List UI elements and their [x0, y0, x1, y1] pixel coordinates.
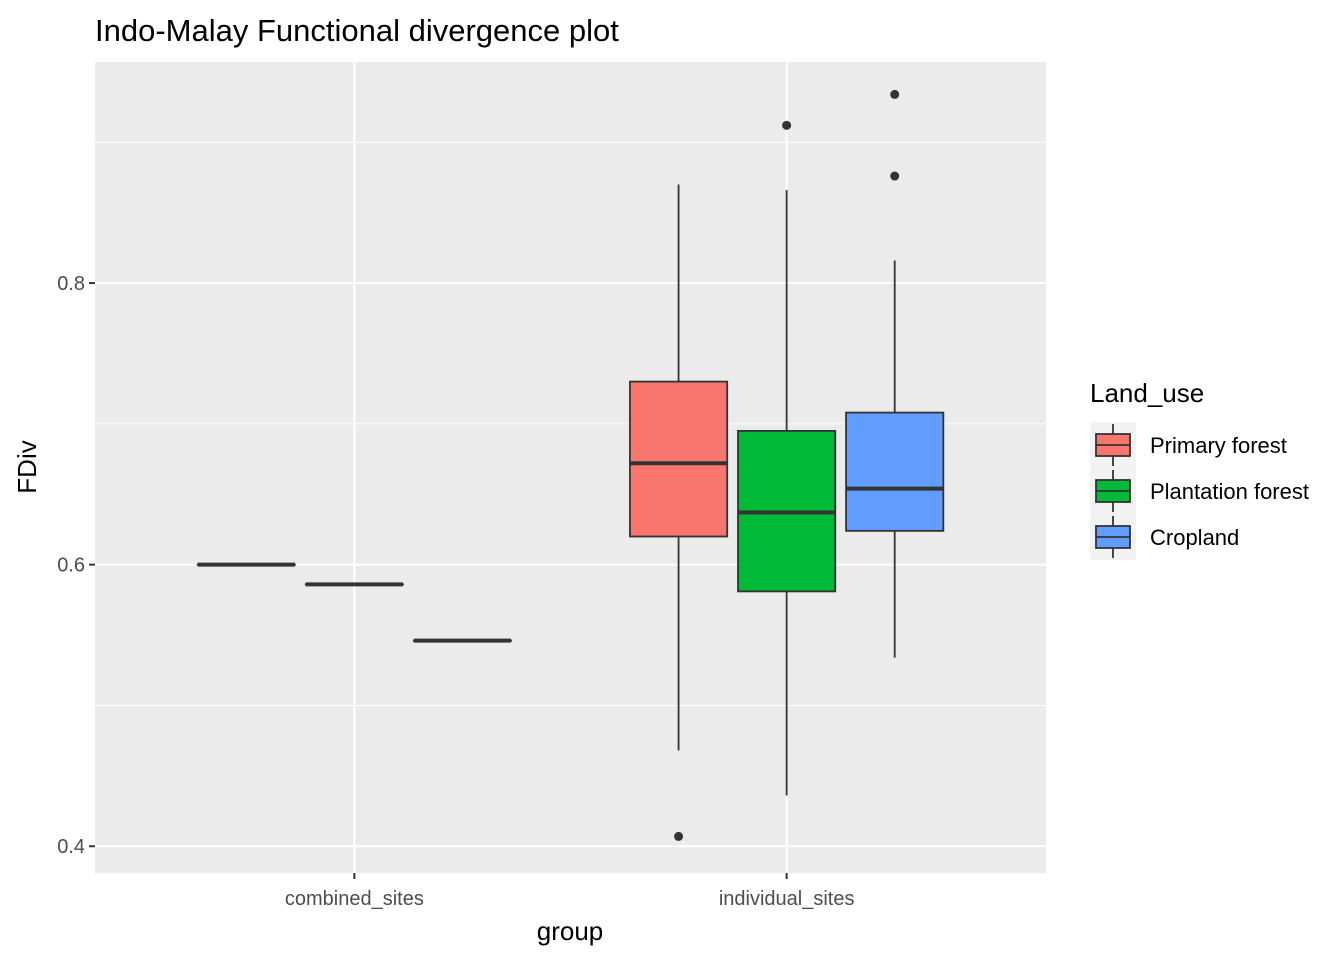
box-plantation-forest-individual_sites — [737, 120, 837, 796]
x-axis: combined_sites individual_sites — [285, 873, 855, 910]
y-axis-title: FDiv — [12, 440, 42, 493]
legend-label: Plantation forest — [1150, 479, 1309, 504]
y-tick-label: 0.4 — [57, 836, 85, 858]
chart-title: Indo-Malay Functional divergence plot — [95, 13, 619, 48]
box-body — [845, 411, 945, 532]
outlier-point — [782, 120, 792, 130]
outlier-point — [674, 831, 684, 841]
outlier-point — [890, 171, 900, 181]
y-tick-label: 0.6 — [57, 555, 85, 577]
outlier-point — [890, 89, 900, 99]
x-tick-label: individual_sites — [719, 888, 855, 910]
legend-label: Primary forest — [1150, 433, 1287, 458]
x-tick-label: combined_sites — [285, 888, 424, 910]
y-axis: 0.4 0.6 0.8 — [57, 273, 95, 858]
box-cropland-individual_sites — [845, 89, 945, 658]
box-primary-forest-individual_sites — [629, 184, 729, 841]
boxplot-layer — [196, 89, 945, 841]
legend: Land_use Primary forest Plantation forest… — [1090, 378, 1309, 560]
y-tick-label: 0.8 — [57, 273, 85, 295]
box-body — [629, 380, 729, 538]
legend-label: Cropland — [1150, 525, 1239, 550]
x-axis-title: group — [537, 916, 604, 946]
legend-title: Land_use — [1090, 378, 1204, 408]
